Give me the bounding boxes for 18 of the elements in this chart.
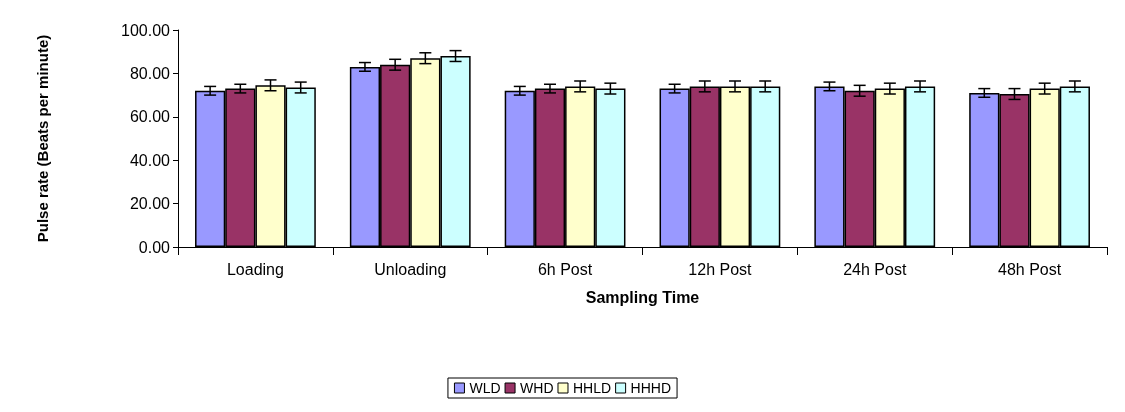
legend-label: HHHD — [630, 380, 672, 396]
x-axis-title: Sampling Time — [585, 288, 700, 306]
legend-label: WLD — [469, 380, 501, 396]
y-tick-label: 60.00 — [129, 108, 171, 126]
legend-label: HHLD — [572, 380, 612, 396]
x-tick-label: Loading — [226, 260, 284, 278]
x-tick-label: 48h Post — [998, 260, 1062, 278]
y-tick-label: 100.00 — [121, 21, 171, 39]
y-tick-label: 0.00 — [138, 238, 171, 256]
y-tick-label: 80.00 — [129, 64, 171, 82]
legend-label: WHD — [520, 380, 554, 396]
x-tick-label: 24h Post — [843, 260, 907, 278]
x-tick-label: Unloading — [374, 260, 447, 278]
y-tick-label: 40.00 — [129, 151, 171, 169]
y-tick-label: 20.00 — [129, 195, 171, 213]
x-tick-label: 12h Post — [688, 260, 753, 278]
y-axis-title: Pulse rate (Beats per minute) — [34, 34, 51, 243]
x-tick-label: 6h Post — [537, 260, 593, 278]
